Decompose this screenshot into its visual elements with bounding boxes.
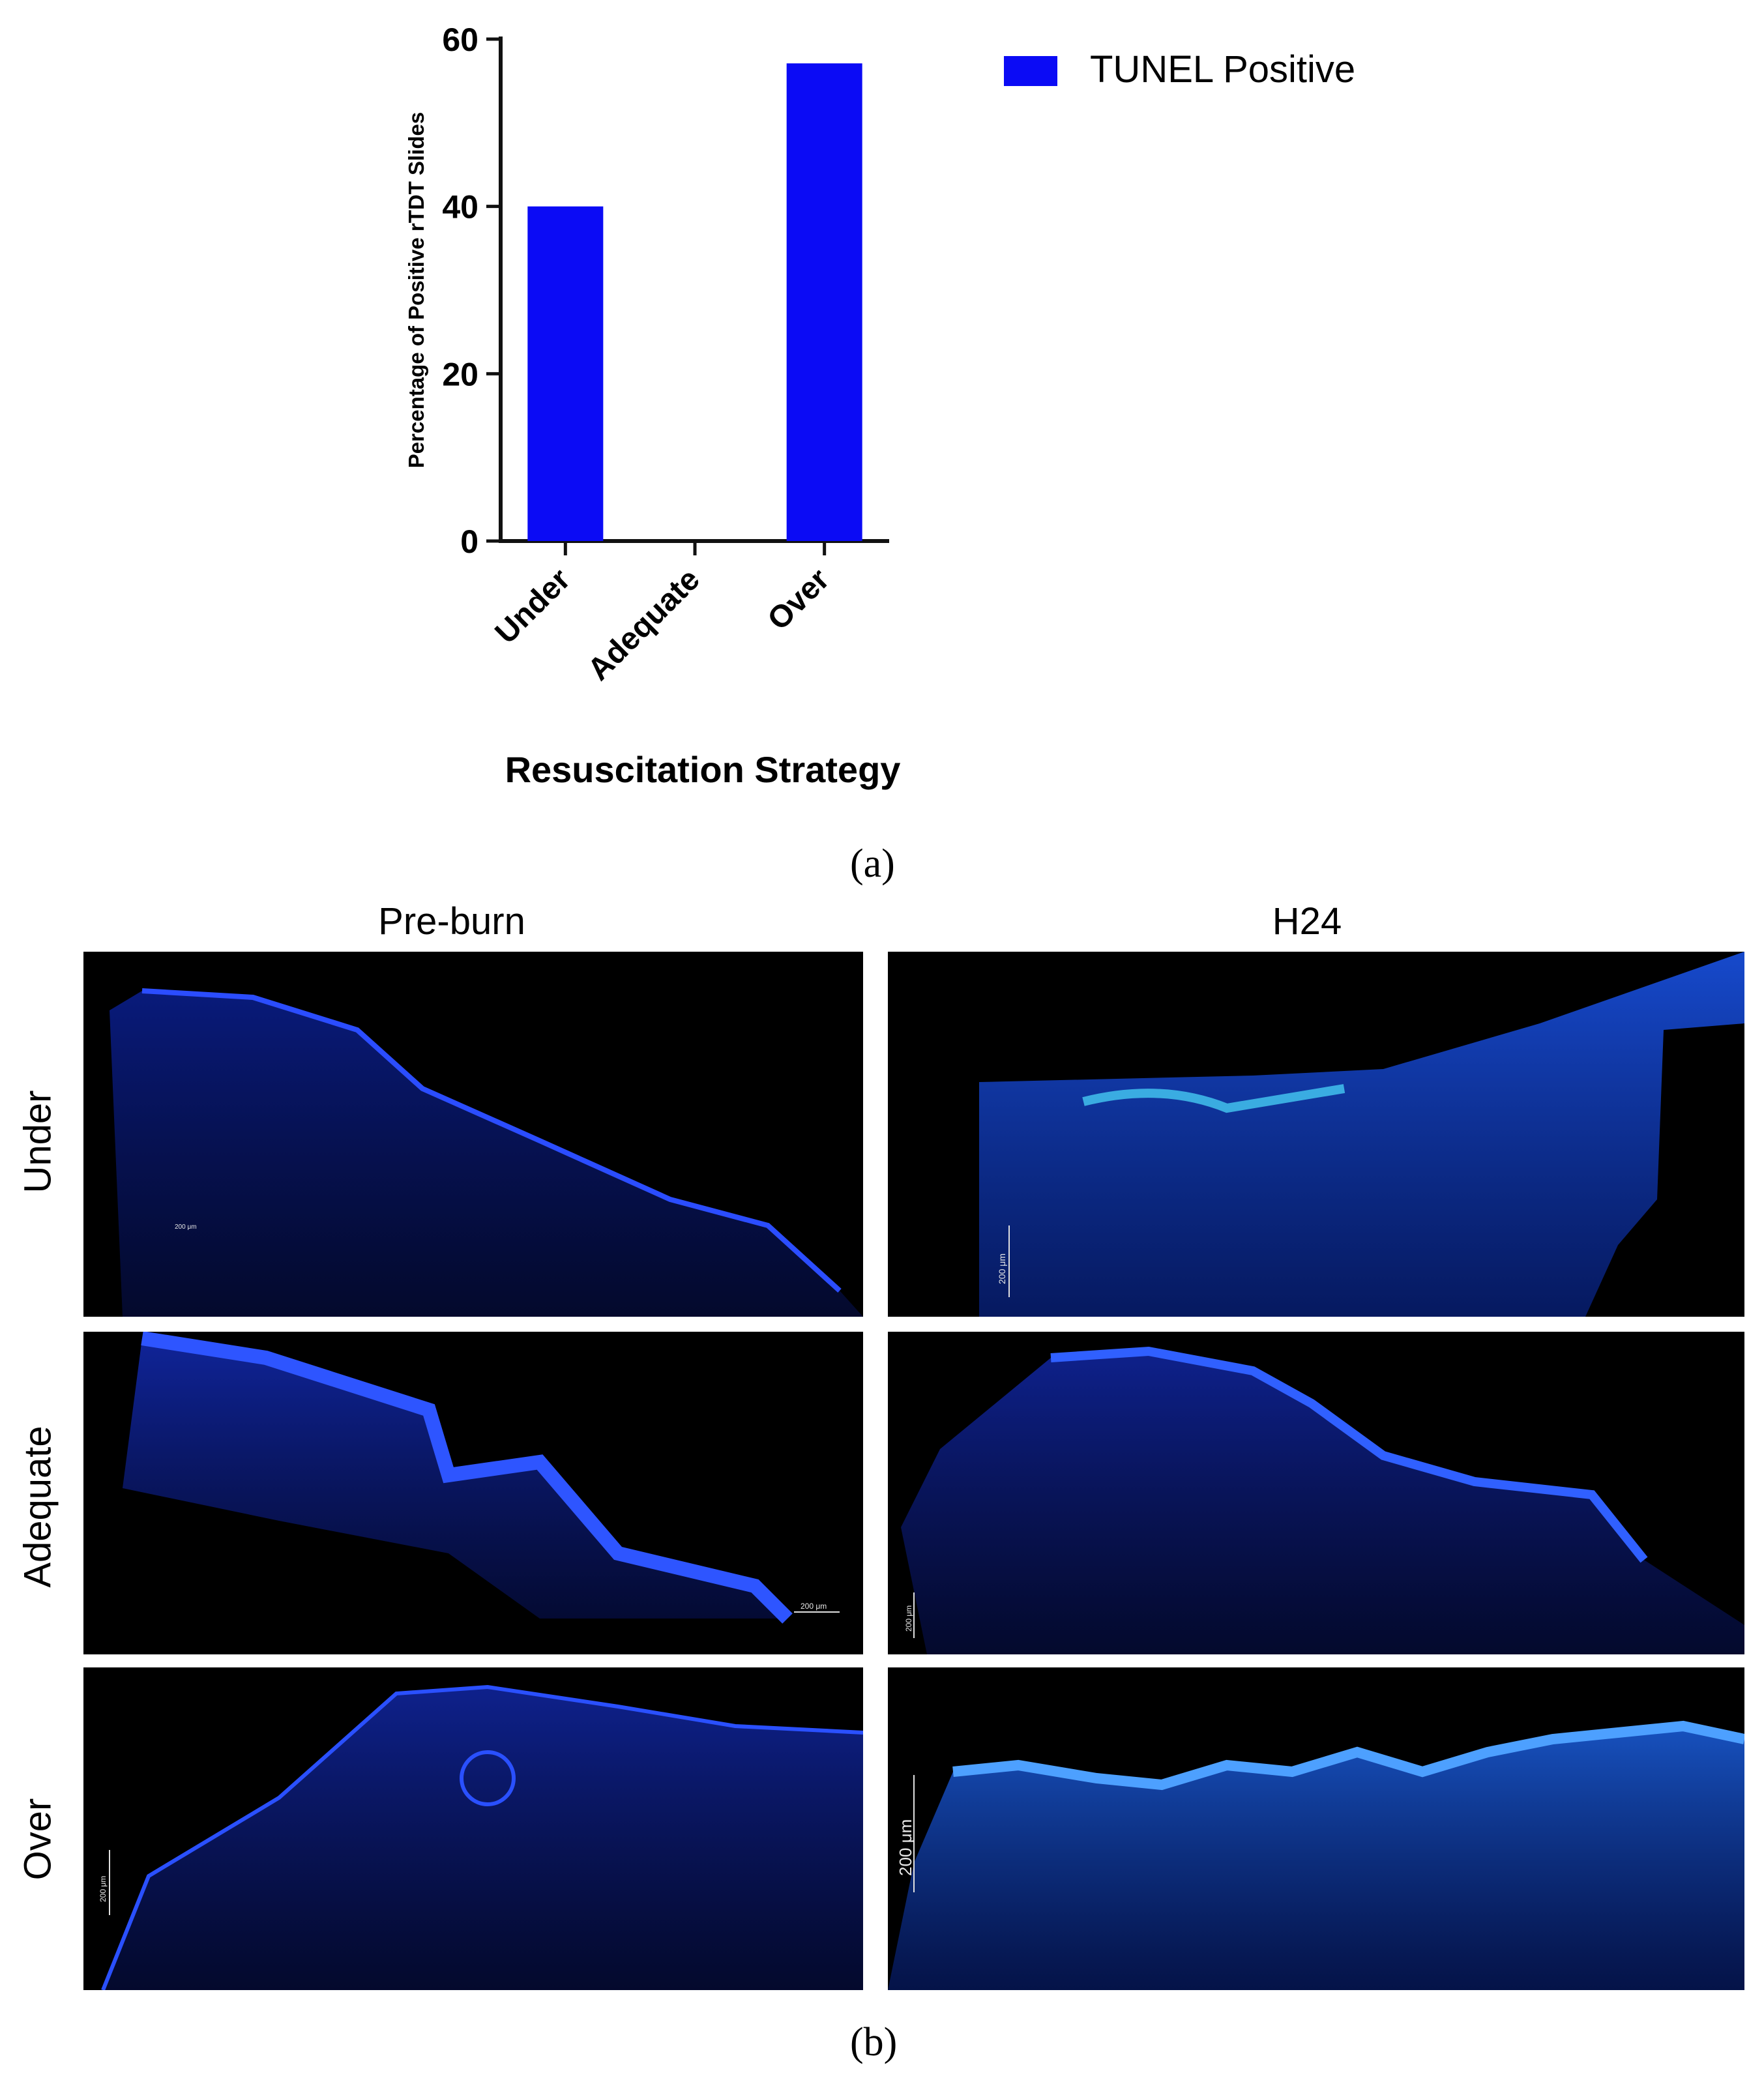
y-tick-label: 40 — [442, 189, 478, 226]
scalebar-label: 200 μm — [801, 1602, 827, 1611]
x-tick-label: Under — [489, 562, 578, 651]
y-axis-label: Percentage of Positive rTDT Slides — [404, 112, 428, 469]
scalebar-label: 200 μm — [896, 1819, 915, 1876]
legend-swatch — [1004, 56, 1057, 86]
y-tick-label: 0 — [460, 523, 478, 560]
micrograph-over-h24: 200 μm — [888, 1667, 1744, 1990]
scalebar-label: 200 μm — [997, 1254, 1007, 1284]
row-title-over: Over — [16, 1798, 59, 1881]
row-title-under: Under — [16, 1090, 59, 1194]
panel-b-label: (b) — [850, 2020, 898, 2064]
scalebar-label: 200 μm — [904, 1605, 913, 1632]
legend: TUNEL Positive — [1004, 48, 1355, 91]
column-title-h24: H24 — [1272, 900, 1342, 943]
panel-a-label: (a) — [850, 842, 895, 886]
x-tick-label: Over — [761, 562, 836, 637]
micrograph-under-preburn: 200 μm — [83, 952, 863, 1317]
scalebar-label: 200 μm — [175, 1224, 197, 1231]
micrograph-under-h24: 200 μm — [888, 952, 1744, 1317]
y-tick-label: 20 — [442, 356, 478, 392]
chart-bars — [527, 63, 862, 542]
row-title-adequate: Adequate — [16, 1426, 59, 1588]
column-title-preburn: Pre-burn — [378, 900, 525, 943]
x-tick-label: Adequate — [581, 562, 707, 687]
micrograph-over-preburn: 200 μm — [83, 1667, 863, 1990]
y-tick-label: 60 — [442, 22, 478, 58]
bar-under — [527, 206, 604, 542]
tunel-bar-chart: 0 20 40 60 Under Adequate Over Percentage of P… — [404, 22, 1355, 790]
scalebar-label: 200 μm — [98, 1876, 108, 1902]
micrograph-adequate-h24: 200 μm — [888, 1332, 1744, 1654]
legend-label: TUNEL Positive — [1090, 48, 1355, 91]
bar-over — [786, 63, 862, 541]
micrograph-adequate-preburn: 200 μm — [83, 1332, 863, 1654]
x-axis-label: Resuscitation Strategy — [505, 749, 901, 790]
